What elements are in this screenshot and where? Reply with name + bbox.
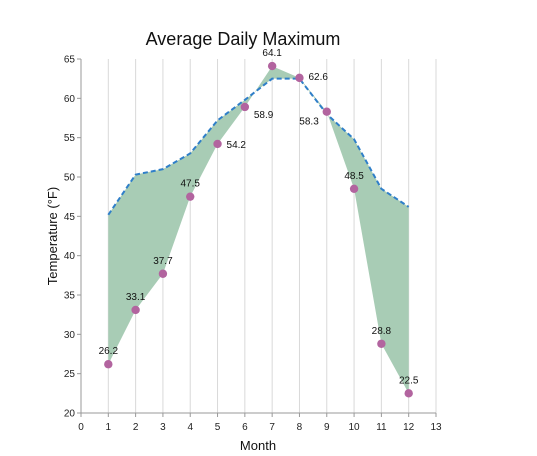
y-tick-label: 25 — [64, 369, 76, 380]
data-label: 33.1 — [126, 292, 146, 303]
y-tick-label: 50 — [64, 173, 76, 184]
data-label: 28.8 — [372, 326, 392, 337]
x-tick-label: 10 — [349, 422, 361, 433]
x-tick-label: 0 — [78, 422, 84, 433]
fill-area — [108, 66, 409, 394]
x-tick-label: 2 — [133, 422, 139, 433]
y-tick-label: 60 — [64, 94, 76, 105]
data-point — [104, 360, 113, 369]
data-point — [295, 73, 304, 83]
data-label: 22.5 — [399, 375, 419, 386]
data-point — [404, 389, 413, 398]
chart-title: Average Daily Maximum — [146, 29, 341, 49]
x-tick-label: 11 — [376, 422, 387, 433]
x-tick-label: 13 — [430, 422, 442, 433]
y-tick-label: 65 — [64, 55, 76, 66]
x-tick-label: 4 — [187, 422, 193, 433]
y-tick-label: 35 — [64, 291, 76, 302]
x-tick-label: 8 — [297, 422, 303, 433]
data-point — [240, 102, 250, 112]
series-line — [107, 77, 410, 216]
x-tick-label: 9 — [324, 422, 330, 433]
area-band — [108, 66, 409, 394]
line-layer — [107, 77, 410, 216]
x-tick-label: 12 — [403, 422, 415, 433]
data-label: 58.9 — [254, 110, 274, 121]
y-tick-label: 40 — [64, 251, 76, 262]
data-label: 54.2 — [227, 140, 247, 151]
y-tick-label: 20 — [64, 409, 76, 420]
data-label: 58.3 — [299, 117, 319, 128]
data-label: 26.2 — [99, 346, 119, 357]
x-tick-label: 3 — [160, 422, 166, 433]
data-point — [131, 305, 140, 315]
data-label: 48.5 — [344, 171, 364, 182]
x-axis-title: Month — [240, 438, 276, 453]
data-label: 37.7 — [153, 256, 173, 267]
x-tick-label: 6 — [242, 422, 248, 433]
data-point — [377, 339, 386, 348]
data-point — [267, 61, 277, 71]
data-point — [213, 139, 222, 149]
data-label: 47.5 — [180, 179, 200, 190]
x-tick-label: 1 — [106, 422, 112, 433]
data-label: 64.1 — [262, 48, 282, 59]
data-point — [158, 269, 168, 278]
data-label: 62.6 — [308, 72, 328, 83]
data-point — [322, 107, 331, 116]
grid — [107, 59, 437, 413]
y-tick-label: 30 — [64, 330, 76, 341]
data-point — [186, 192, 195, 201]
x-tick-label: 5 — [215, 422, 221, 433]
x-tick-label: 7 — [269, 422, 275, 433]
y-tick-label: 45 — [64, 212, 76, 223]
data-point — [349, 184, 359, 193]
y-tick-label: 55 — [64, 133, 76, 144]
points-layer: 26.2 33.1 37.7 47.5 54.2 58.9 64.1 62.6 58.3 48.5… — [99, 48, 419, 398]
y-axis-title: Temperature (°F) — [45, 187, 60, 285]
